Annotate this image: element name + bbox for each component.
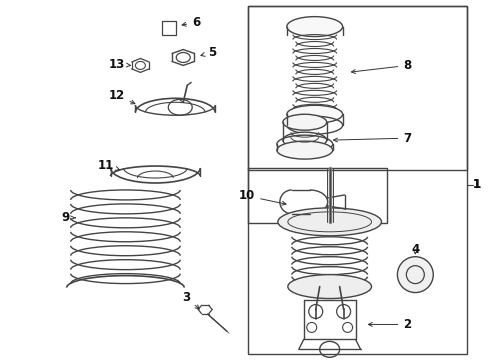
- Text: 1: 1: [473, 179, 481, 192]
- Text: 2: 2: [368, 318, 412, 331]
- Ellipse shape: [283, 114, 327, 130]
- Text: 5: 5: [201, 46, 216, 59]
- Ellipse shape: [283, 132, 327, 148]
- Text: 1: 1: [473, 179, 481, 192]
- Bar: [162, 21, 176, 35]
- Ellipse shape: [397, 257, 433, 293]
- Ellipse shape: [277, 141, 333, 159]
- Bar: [248, 6, 467, 170]
- Ellipse shape: [288, 275, 371, 298]
- Ellipse shape: [287, 17, 343, 37]
- Text: 3: 3: [182, 291, 199, 309]
- Text: 8: 8: [351, 59, 412, 73]
- Ellipse shape: [287, 105, 343, 123]
- Text: 7: 7: [334, 132, 412, 145]
- Bar: [248, 168, 388, 223]
- Text: 11: 11: [98, 158, 120, 172]
- Text: 4: 4: [411, 243, 419, 256]
- Text: 12: 12: [108, 89, 135, 104]
- Ellipse shape: [278, 208, 382, 236]
- Text: 9: 9: [62, 211, 75, 224]
- Text: 6: 6: [182, 16, 200, 29]
- Bar: [248, 6, 467, 354]
- Text: 10: 10: [239, 189, 286, 205]
- Text: 13: 13: [108, 58, 130, 71]
